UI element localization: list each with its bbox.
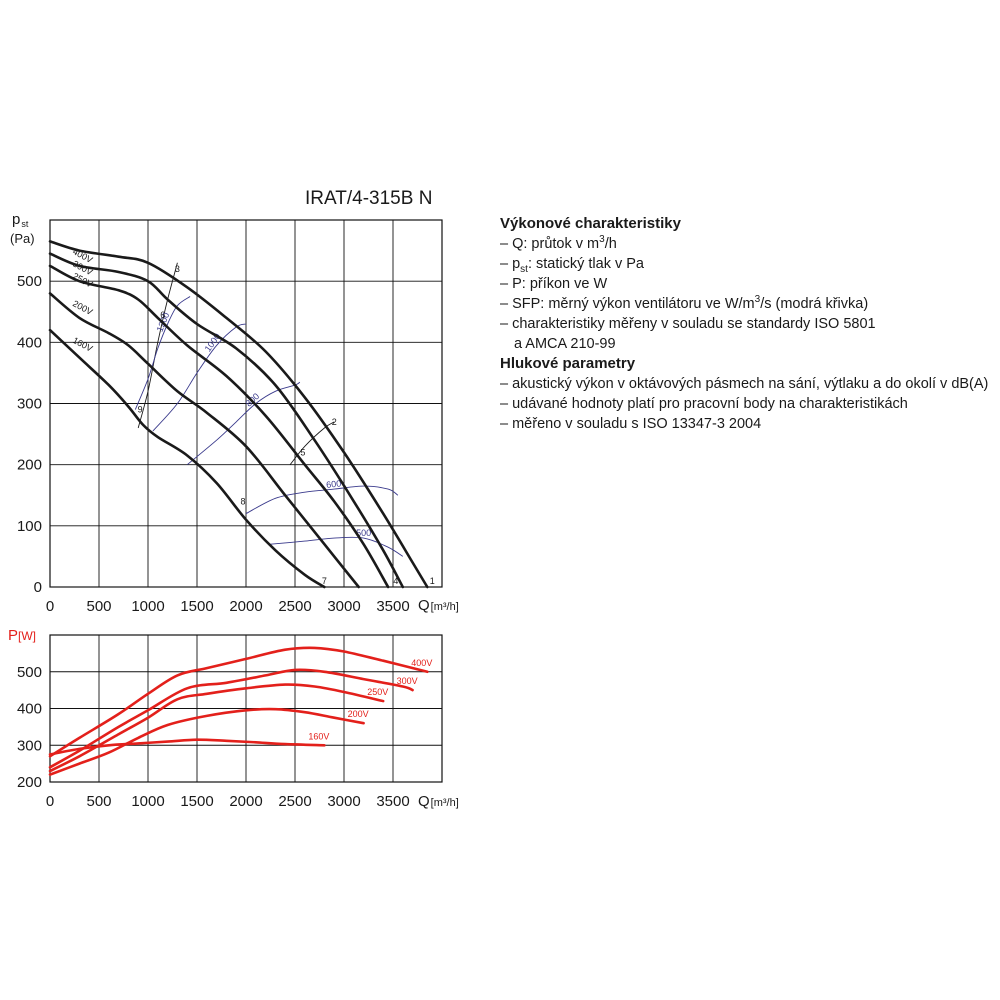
series-line-300v (48, 252, 405, 589)
series-line-200v (48, 707, 365, 776)
point-label-6: 6 (160, 310, 165, 320)
x-tick-label: 1000 (131, 598, 164, 615)
point-label-4: 4 (393, 576, 398, 586)
y-tick-label: 300 (17, 396, 42, 413)
pressure-chart: 0 500 1000 1500 2000 2500 3000 3500 01002003004… (10, 211, 459, 615)
point-label-8: 8 (241, 496, 246, 506)
sfp-curve-1200 (134, 296, 191, 410)
series-line-300v (48, 668, 414, 769)
sfp-curve-500 (270, 536, 404, 557)
y-tick-label: 400 (17, 334, 42, 351)
y-tick-label: 200 (17, 774, 42, 791)
pressure-x-label: Q[m³/h] (418, 597, 459, 614)
legend-noise-3: – měřeno v souladu s ISO 13347-3 2004 (500, 416, 762, 432)
legend-block: Výkonové charakteristiky – Q: průtok v m… (500, 214, 990, 434)
y-tick-label: 200 (17, 457, 42, 474)
x-tick-label: 3500 (376, 793, 409, 810)
power-x-label: Q[m³/h] (418, 793, 459, 810)
x-tick-label: 1500 (180, 793, 213, 810)
y-tick-label: 100 (17, 518, 42, 535)
x-tick-label: 2500 (278, 598, 311, 615)
power-y-label: P[W] (8, 627, 36, 644)
point-label-9: 9 (138, 405, 143, 415)
point-label-7: 7 (322, 576, 327, 586)
y-tick-label: 500 (17, 664, 42, 681)
power-x-ticks: 0 500 1000 1500 2000 2500 3000 3500 (46, 793, 410, 810)
x-tick-label: 2500 (278, 793, 311, 810)
series-line-160v (48, 328, 326, 589)
pressure-y-unit: (Pa) (10, 231, 35, 246)
series-label-160v: 160V (71, 335, 94, 354)
series-line-250v (48, 264, 390, 589)
power-y-ticks: 200 300 400 500 (17, 664, 42, 791)
system-curve-3 (137, 262, 178, 429)
pressure-y-label: pst (12, 211, 29, 229)
sfp-curve-600 (245, 485, 399, 515)
x-tick-label: 500 (86, 598, 111, 615)
x-tick-label: 3000 (327, 598, 360, 615)
series-line-160v (48, 738, 326, 756)
sfp-label-500: 500 (356, 528, 371, 538)
legend-pressure: – pst: statický tlak v Pa (500, 256, 644, 275)
system-curves (50, 262, 428, 588)
power-grid (50, 635, 442, 782)
x-tick-label: 2000 (229, 793, 262, 810)
x-tick-label: 1000 (131, 793, 164, 810)
x-tick-label: 1500 (180, 598, 213, 615)
point-label-1: 1 (430, 576, 435, 586)
pressure-grid (50, 220, 442, 587)
legend-noise-1: – akustický výkon v oktávových pásmech n… (500, 376, 989, 392)
point-label-2: 2 (332, 417, 337, 427)
x-tick-label: 0 (46, 598, 54, 615)
x-tick-label: 3500 (376, 598, 409, 615)
point-label-3: 3 (175, 264, 180, 274)
system-curve-2 (289, 421, 335, 465)
series-line-250v (48, 683, 385, 773)
series-line-200v (48, 292, 360, 589)
power-chart: 0 500 1000 1500 2000 2500 3000 3500 200 300 400 50… (8, 627, 459, 810)
series-label-200v: 200V (348, 709, 369, 719)
series-label-160v: 160V (308, 731, 329, 741)
x-tick-label: 500 (86, 793, 111, 810)
power-series: 400V 300V 250V 200V 160V (48, 646, 432, 776)
legend-iso-standard-cont: a AMCA 210-99 (514, 336, 616, 352)
pressure-y-ticks: 0 100 200 300 400 500 (17, 273, 42, 596)
sfp-curve-1000 (152, 323, 247, 432)
x-tick-label: 3000 (327, 793, 360, 810)
legend-power: – P: příkon ve W (500, 276, 608, 292)
pressure-x-ticks: 0 500 1000 1500 2000 2500 3000 3500 (46, 598, 410, 615)
sfp-label-600: 600 (326, 478, 342, 489)
y-tick-label: 400 (17, 701, 42, 718)
series-line-400v (48, 646, 429, 758)
series-label-300v: 300V (397, 676, 418, 686)
y-tick-label: 0 (34, 579, 42, 596)
operating-point-labels: 1 2 3 4 5 6 7 8 9 (138, 264, 435, 586)
legend-flow: – Q: průtok v m3/h (500, 234, 617, 252)
point-label-5: 5 (300, 447, 305, 457)
series-line-400v (48, 240, 429, 589)
chart-title: IRAT/4-315B N (305, 188, 432, 209)
legend-iso-standard: – charakteristiky měřeny v souladu se st… (500, 316, 876, 332)
x-tick-label: 2000 (229, 598, 262, 615)
y-tick-label: 500 (17, 273, 42, 290)
legend-noise-2: – udávané hodnoty platí pro pracovní bod… (500, 396, 908, 412)
series-label-250v: 250V (367, 687, 388, 697)
x-tick-label: 0 (46, 793, 54, 810)
performance-heading: Výkonové charakteristiky (500, 215, 681, 232)
legend-sfp: – SFP: měrný výkon ventilátoru ve W/m3/s… (500, 294, 869, 312)
series-label-400v: 400V (411, 658, 432, 668)
noise-heading: Hlukové parametry (500, 355, 636, 372)
y-tick-label: 300 (17, 737, 42, 754)
